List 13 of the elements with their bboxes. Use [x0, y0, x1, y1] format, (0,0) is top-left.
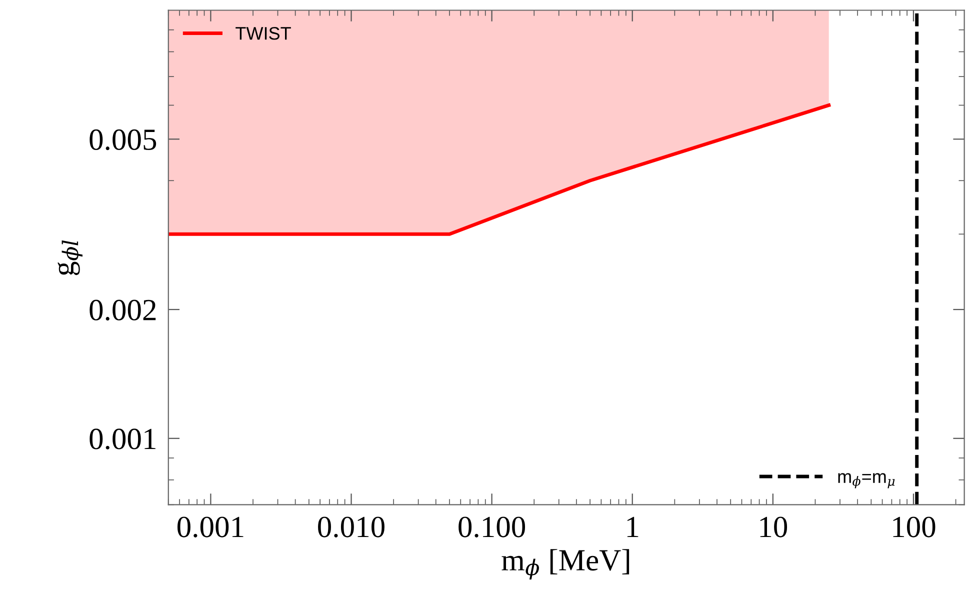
- y-axis-title: g$_{ϕl}$: [58, 240, 82, 276]
- x-tick-label: 0.001: [177, 516, 244, 538]
- y-tick-label: 0.002: [90, 300, 156, 321]
- x-tick-label: 100: [893, 516, 936, 538]
- x-tick-label: 0.100: [458, 516, 526, 538]
- x-tick-label: 0.010: [318, 516, 384, 538]
- x-tick-label: 10: [760, 516, 788, 538]
- legend-label: TWIST: [236, 26, 291, 40]
- x-axis-title: m$_{ϕ}$ [MeV]: [502, 549, 630, 580]
- y-tick-label: 0.001: [90, 428, 156, 450]
- y-tick-label: 0.005: [90, 129, 156, 150]
- ref-line-label: m$_{ϕ}$=m$_{μ}$: [838, 473, 895, 488]
- x-tick-label: 1: [627, 516, 638, 538]
